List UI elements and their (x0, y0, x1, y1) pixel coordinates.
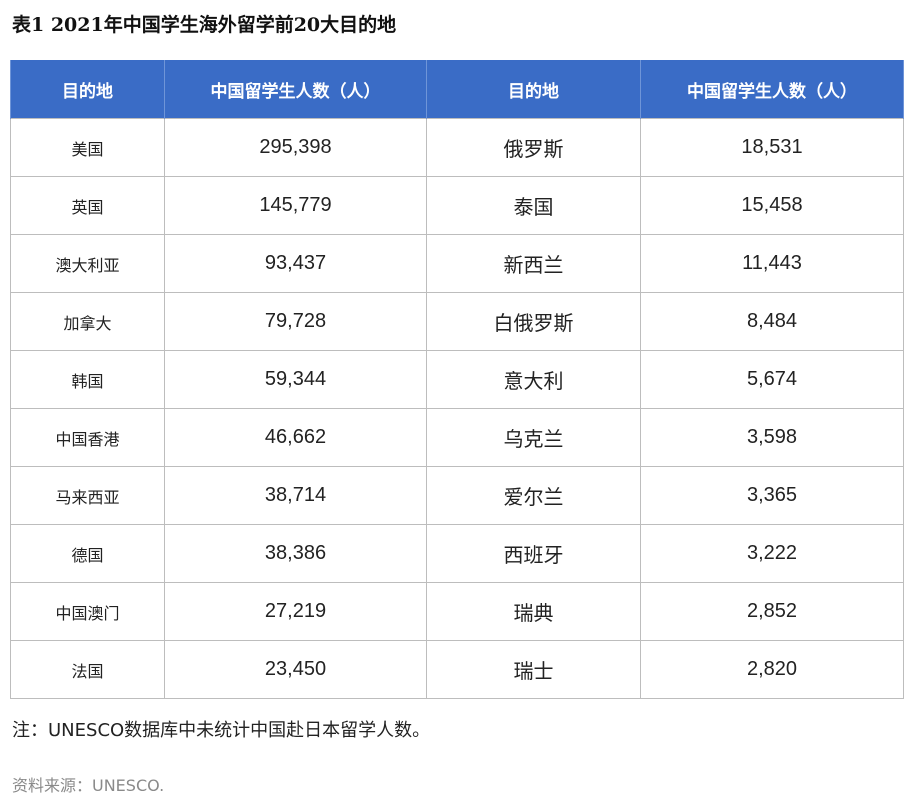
count-cell: 46,662 (164, 408, 427, 467)
destination-cell: 西班牙 (426, 524, 641, 583)
destination-cell: 泰国 (426, 176, 641, 235)
table-row: 美国 295,398 俄罗斯 18,531 (10, 118, 904, 177)
count-cell: 11,443 (640, 234, 904, 293)
destination-cell: 爱尔兰 (426, 466, 641, 525)
table-row: 德国 38,386 西班牙 3,222 (10, 524, 904, 583)
count-cell: 23,450 (164, 640, 427, 699)
destination-cell: 美国 (10, 118, 165, 177)
destination-cell: 马来西亚 (10, 466, 165, 525)
destination-cell: 法国 (10, 640, 165, 699)
count-cell: 38,714 (164, 466, 427, 525)
table-row: 韩国 59,344 意大利 5,674 (10, 350, 904, 409)
header-count-left: 中国留学生人数（人） (164, 60, 427, 119)
header-count-right: 中国留学生人数（人） (640, 60, 904, 119)
destination-cell: 中国香港 (10, 408, 165, 467)
destination-cell: 澳大利亚 (10, 234, 165, 293)
count-cell: 2,852 (640, 582, 904, 641)
destination-cell: 白俄罗斯 (426, 292, 641, 351)
count-cell: 3,222 (640, 524, 904, 583)
table-row: 中国澳门 27,219 瑞典 2,852 (10, 582, 904, 641)
table-row: 中国香港 46,662 乌克兰 3,598 (10, 408, 904, 467)
destination-cell: 加拿大 (10, 292, 165, 351)
destination-cell: 英国 (10, 176, 165, 235)
header-destination-right: 目的地 (426, 60, 641, 119)
table-row: 加拿大 79,728 白俄罗斯 8,484 (10, 292, 904, 351)
count-cell: 93,437 (164, 234, 427, 293)
destinations-table: 目的地 中国留学生人数（人） 目的地 中国留学生人数（人） 美国 295,398… (10, 60, 904, 699)
table-row: 法国 23,450 瑞士 2,820 (10, 640, 904, 699)
count-cell: 15,458 (640, 176, 904, 235)
destination-cell: 德国 (10, 524, 165, 583)
count-cell: 38,386 (164, 524, 427, 583)
header-destination-left: 目的地 (10, 60, 165, 119)
destination-cell: 瑞士 (426, 640, 641, 699)
table-row: 澳大利亚 93,437 新西兰 11,443 (10, 234, 904, 293)
destination-cell: 新西兰 (426, 234, 641, 293)
table-header-row: 目的地 中国留学生人数（人） 目的地 中国留学生人数（人） (10, 60, 904, 119)
count-cell: 5,674 (640, 350, 904, 409)
table-note: 注：UNESCO数据库中未统计中国赴日本留学人数。 (12, 720, 431, 741)
count-cell: 27,219 (164, 582, 427, 641)
table-row: 英国 145,779 泰国 15,458 (10, 176, 904, 235)
count-cell: 59,344 (164, 350, 427, 409)
count-cell: 3,365 (640, 466, 904, 525)
destination-cell: 乌克兰 (426, 408, 641, 467)
count-cell: 8,484 (640, 292, 904, 351)
destination-cell: 中国澳门 (10, 582, 165, 641)
count-cell: 79,728 (164, 292, 427, 351)
count-cell: 3,598 (640, 408, 904, 467)
count-cell: 145,779 (164, 176, 427, 235)
count-cell: 18,531 (640, 118, 904, 177)
destination-cell: 瑞典 (426, 582, 641, 641)
data-source: 资料来源：UNESCO. (12, 776, 165, 795)
table-title: 表1 2021年中国学生海外留学前20大目的地 (12, 14, 397, 36)
table-row: 马来西亚 38,714 爱尔兰 3,365 (10, 466, 904, 525)
count-cell: 2,820 (640, 640, 904, 699)
destination-cell: 俄罗斯 (426, 118, 641, 177)
count-cell: 295,398 (164, 118, 427, 177)
destination-cell: 韩国 (10, 350, 165, 409)
destination-cell: 意大利 (426, 350, 641, 409)
